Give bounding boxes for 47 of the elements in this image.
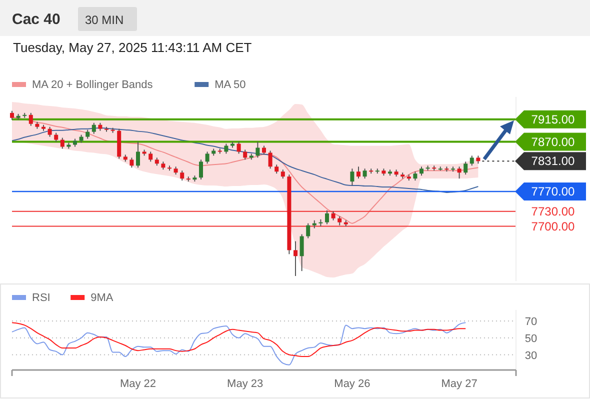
candlestick	[464, 161, 468, 176]
candlestick	[268, 150, 272, 170]
x-tick-label: May 22	[120, 378, 156, 390]
candlestick	[205, 151, 210, 164]
y-tick-label: 70	[524, 316, 538, 328]
candlestick	[256, 141, 260, 158]
y-tick-label: 30	[524, 350, 538, 362]
y-tick-label: 7915.00	[531, 112, 576, 126]
y-tick-label: 7770.00	[531, 184, 576, 198]
line-series	[12, 322, 466, 357]
line-series	[12, 322, 466, 366]
candlestick	[362, 168, 367, 180]
candlestick	[457, 166, 462, 180]
y-tick-label: 50	[524, 332, 538, 345]
candlestick	[325, 210, 329, 225]
y-tick-label: 7700.00	[531, 219, 576, 234]
x-tick-label: May 27	[441, 378, 478, 390]
y-tick-label: 7870.00	[531, 134, 576, 149]
candlestick	[48, 126, 52, 138]
candlestick	[60, 137, 64, 150]
candlestick	[148, 151, 153, 162]
y-tick-label: 7730.00	[531, 204, 576, 218]
candlestick	[470, 155, 474, 166]
legend-label: MA 20 + Bollinger Bands	[32, 79, 154, 91]
candlestick	[306, 222, 310, 239]
candlestick	[28, 112, 33, 126]
y-tick-label: 7831.00	[531, 154, 576, 168]
candlestick	[180, 170, 184, 182]
legend-label: 9MA	[90, 292, 114, 304]
candlestick	[356, 166, 360, 180]
candlestick	[130, 157, 134, 168]
candlestick	[294, 240, 298, 277]
candlestick	[300, 234, 304, 272]
legend-label: MA 50	[214, 79, 246, 91]
candlestick	[350, 168, 354, 186]
candlestick	[136, 141, 140, 168]
legend-label: RSI	[32, 292, 50, 304]
candlestick	[199, 159, 203, 180]
text: 30 MIN	[85, 13, 124, 27]
candlestick	[236, 141, 241, 154]
candlestick	[92, 122, 96, 134]
chart-subtitle: Tuesday, May 27, 2025 11:43:11 AM CET	[13, 40, 252, 55]
x-tick-label: May 26	[334, 378, 370, 390]
x-tick-label: May 23	[227, 378, 264, 390]
candlestick	[224, 143, 228, 154]
chart-title: Cac 40	[12, 11, 60, 28]
candlestick	[243, 149, 248, 160]
